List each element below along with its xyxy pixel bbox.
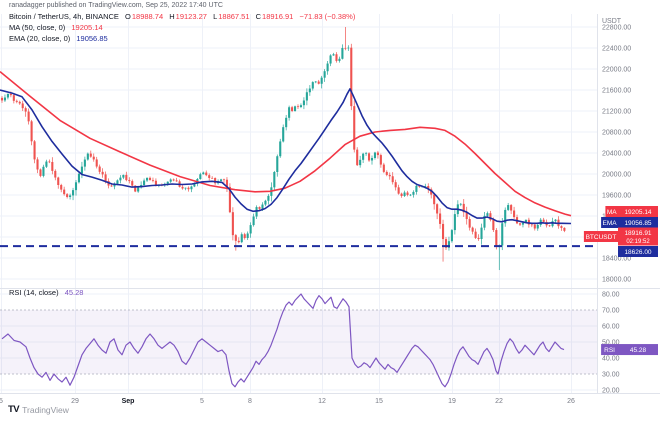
svg-text:21600.00: 21600.00 <box>602 87 631 94</box>
svg-text:19056.85: 19056.85 <box>624 220 651 227</box>
price-label-MA <box>618 206 658 217</box>
rsi-legend-row: RSI (14, close) 45.28 <box>9 288 83 297</box>
ema-name: EMA (20, close, 0) <box>9 33 71 43</box>
svg-text:15: 15 <box>375 398 383 405</box>
svg-text:40.00: 40.00 <box>602 356 620 363</box>
svg-text:22800.00: 22800.00 <box>602 25 631 32</box>
low-label: L <box>213 12 218 21</box>
high-label: H <box>169 12 175 21</box>
svg-text:70.00: 70.00 <box>602 308 620 315</box>
ma-value: 19205.14 <box>71 22 103 32</box>
open-label: O <box>125 12 131 21</box>
svg-text:18400.00: 18400.00 <box>602 255 631 262</box>
low-value: 18867.51 <box>218 12 250 21</box>
tradingview-logo-icon: TV <box>8 404 20 415</box>
attribution-line: ranadagger published on TradingView.com,… <box>9 2 223 9</box>
svg-text:MA: MA <box>607 209 617 216</box>
pane-separators <box>0 14 660 394</box>
time-axis[interactable]: 5 29 Sep 5 8 12 15 19 22 26 <box>0 398 575 405</box>
svg-text:5: 5 <box>200 398 204 405</box>
rsi-scale-label: RSI 45.28 <box>601 344 658 356</box>
svg-text:12: 12 <box>318 398 326 405</box>
svg-text:8: 8 <box>248 398 252 405</box>
rsi-band <box>0 309 597 375</box>
svg-text:5: 5 <box>0 398 3 405</box>
ema-value: 19056.85 <box>76 33 108 43</box>
price-scale-labels: MA 19205.14 EMA 19056.85 BTCUSDT 18916.91 02:1… <box>583 206 658 257</box>
svg-text:18626.00: 18626.00 <box>624 249 651 256</box>
svg-text:02:19:52: 02:19:52 <box>626 239 650 245</box>
svg-text:26: 26 <box>567 398 575 405</box>
svg-text:20400.00: 20400.00 <box>602 150 631 157</box>
svg-text:22400.00: 22400.00 <box>602 46 631 53</box>
svg-text:USDT: USDT <box>602 18 622 25</box>
svg-text:BTCUSDT: BTCUSDT <box>586 234 617 241</box>
price-label-EMA <box>618 217 658 228</box>
chart-legend: Bitcoin / TetherUS, 4h, BINANCE O18988.7… <box>9 12 355 44</box>
candlestick-series <box>0 27 566 271</box>
ma50-line <box>0 70 572 217</box>
svg-text:RSI: RSI <box>604 347 615 354</box>
svg-text:22000.00: 22000.00 <box>602 66 631 73</box>
svg-text:20.00: 20.00 <box>602 388 620 395</box>
svg-text:19600.00: 19600.00 <box>602 192 631 199</box>
svg-text:20800.00: 20800.00 <box>602 129 631 136</box>
open-value: 18988.74 <box>131 12 164 21</box>
svg-text:80.00: 80.00 <box>602 292 620 299</box>
svg-text:60.00: 60.00 <box>602 324 620 331</box>
rsi-line <box>1 293 565 388</box>
high-value: 19123.27 <box>175 12 207 21</box>
tradingview-watermark[interactable]: TV TradingView <box>8 404 69 415</box>
close-value: 18916.91 <box>262 12 294 21</box>
ema-indicator-row: EMA (20, close, 0) 19056.85 <box>9 34 355 45</box>
ma-name: MA (50, close, 0) <box>9 22 66 32</box>
svg-text:45.28: 45.28 <box>630 347 647 354</box>
symbol-row: Bitcoin / TetherUS, 4h, BINANCE O18988.7… <box>9 12 355 23</box>
price-label-level <box>618 246 658 257</box>
svg-text:Sep: Sep <box>122 398 135 405</box>
svg-text:20000.00: 20000.00 <box>602 171 631 178</box>
svg-text:18000.00: 18000.00 <box>602 276 631 283</box>
rsi-value: 45.28 <box>64 288 84 297</box>
grid <box>0 14 597 393</box>
svg-text:19205.14: 19205.14 <box>624 209 651 216</box>
svg-text:50.00: 50.00 <box>602 340 620 347</box>
svg-text:21200.00: 21200.00 <box>602 108 631 115</box>
svg-text:EMA: EMA <box>603 220 618 227</box>
close-label: C <box>255 12 262 21</box>
svg-text:29: 29 <box>71 398 79 405</box>
ma-indicator-row: MA (50, close, 0) 19205.14 <box>9 23 355 34</box>
symbol-title[interactable]: Bitcoin / TetherUS, 4h, BINANCE <box>9 12 119 21</box>
price-label-BTCUSDT <box>618 227 658 246</box>
rsi-name: RSI (14, close) <box>9 288 59 297</box>
ema20-line <box>0 88 572 225</box>
svg-text:18916.91: 18916.91 <box>624 230 651 237</box>
svg-text:22: 22 <box>495 398 503 405</box>
change-value: −71.83 (−0.38%) <box>299 12 356 21</box>
svg-text:19: 19 <box>448 398 456 405</box>
tradingview-brand-text: TradingView <box>22 404 69 415</box>
svg-text:30.00: 30.00 <box>602 372 620 379</box>
